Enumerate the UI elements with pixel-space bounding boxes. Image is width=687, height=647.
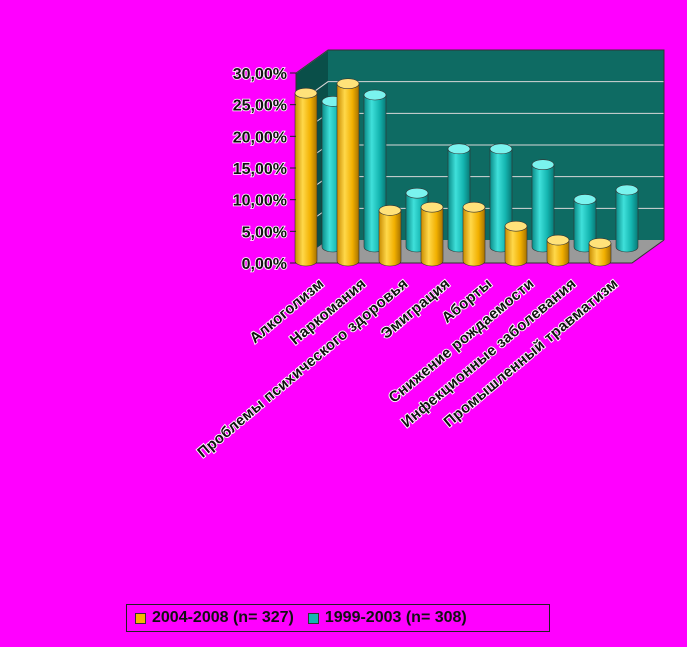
plot-outline bbox=[295, 49, 665, 240]
bar-2004-2008 bbox=[588, 237, 612, 267]
y-tick-label: 10,00% bbox=[233, 193, 287, 210]
bar-2004-2008 bbox=[546, 234, 570, 267]
legend-item-1999-2003: 1999-2003 (n= 308) bbox=[307, 609, 467, 627]
bar-2004-2008 bbox=[294, 87, 318, 267]
legend-label: 2004-2008 (n= 327) bbox=[152, 609, 294, 626]
y-tick-label: 30,00% bbox=[233, 66, 287, 83]
legend-swatch-teal bbox=[307, 612, 319, 624]
bar-2004-2008 bbox=[462, 201, 486, 267]
y-tick-label: 15,00% bbox=[233, 161, 287, 178]
bar-2004-2008 bbox=[420, 201, 444, 267]
bar-1999-2003 bbox=[531, 159, 555, 253]
legend-label: 1999-2003 (n= 308) bbox=[324, 609, 467, 626]
bar-1999-2003 bbox=[615, 184, 639, 253]
bar-2004-2008 bbox=[504, 220, 528, 267]
y-tick-label: 20,00% bbox=[233, 129, 287, 146]
y-tick-label: 0,00% bbox=[242, 256, 287, 273]
bar-2004-2008 bbox=[378, 205, 402, 267]
legend-swatch-gold bbox=[135, 612, 146, 624]
legend-item-2004-2008: 2004-2008 (n= 327) bbox=[135, 609, 294, 627]
bar-2004-2008 bbox=[336, 78, 360, 267]
legend: 2004-2008 (n= 327) 1999-2003 (n= 308) bbox=[126, 604, 550, 632]
y-tick-label: 25,00% bbox=[233, 98, 287, 115]
y-tick-label: 5,00% bbox=[242, 224, 287, 241]
